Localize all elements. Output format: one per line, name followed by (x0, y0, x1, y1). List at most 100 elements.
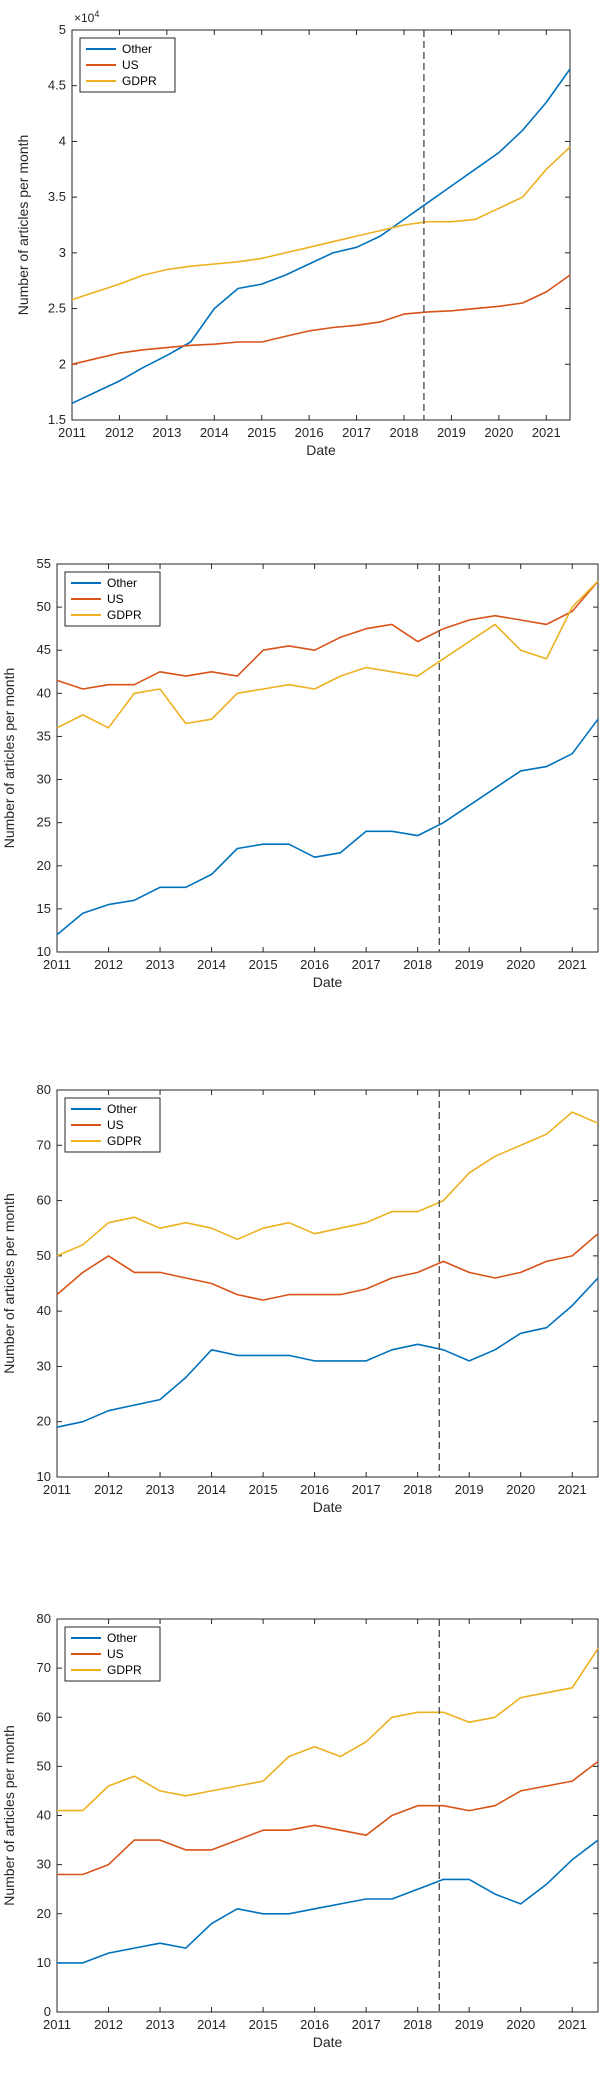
chart-panel-3: 10 20 30 40 50 60 70 80 2011 2012 2013 2014 2015 2016… (0, 1055, 599, 1531)
x-tick-label: 2016 (300, 957, 329, 972)
y-tick-label: 50 (37, 599, 51, 614)
y-tick-label: 40 (37, 1303, 51, 1318)
legend-label: Other (107, 1631, 137, 1645)
x-tick-label: 2012 (94, 957, 123, 972)
legend-label: Other (122, 42, 152, 56)
x-axis-title: Date (306, 442, 336, 458)
x-axis-title: Date (313, 974, 343, 990)
x-axis-title: Date (313, 2034, 343, 2050)
y-tick-label: 60 (37, 1709, 51, 1724)
y-tick-label: 3.5 (48, 189, 66, 204)
y-tick-label: 20 (37, 1906, 51, 1921)
y-tick-label: 40 (37, 1808, 51, 1823)
x-tick-label: 2015 (249, 957, 278, 972)
x-tick-label: 2017 (352, 1482, 381, 1497)
y-tick-label: 10 (37, 944, 51, 959)
series-line-gdpr (71, 146, 571, 301)
series-line-gdpr (57, 1648, 599, 1812)
y-tick-label: 3 (59, 245, 66, 260)
x-tick-label: 2017 (352, 2017, 381, 2032)
legend-label: Other (107, 576, 137, 590)
series-line-other (57, 1839, 599, 1964)
series-line-us (56, 1233, 599, 1301)
y-tick-label: 60 (37, 1193, 51, 1208)
x-tick-label: 2018 (403, 1482, 432, 1497)
x-tick-label: 2016 (300, 1482, 329, 1497)
x-tick-label: 2016 (295, 425, 324, 440)
y-tick-label: 35 (37, 728, 51, 743)
y-tick-label: 30 (37, 1358, 51, 1373)
x-tick-label: 2012 (94, 2017, 123, 2032)
x-tick-label: 2020 (506, 2017, 535, 2032)
x-tick-label: 2019 (455, 2017, 484, 2032)
legend-label: US (122, 58, 139, 72)
y-tick-label: 2.5 (48, 301, 66, 316)
x-tick-label: 2014 (197, 2017, 226, 2032)
y-tick-label: 40 (37, 685, 51, 700)
x-tick-label: 2013 (152, 425, 181, 440)
y-tick-label: 2 (59, 356, 66, 371)
chart-panel-1: 1.5 2 2.5 3 3.5 4 4.5 5 2011 2012 2013 2014 2015 2016… (0, 0, 599, 476)
series-line-gdpr (56, 1111, 599, 1257)
series-line-other (56, 718, 599, 936)
x-tick-label: 2012 (105, 425, 134, 440)
chart-panel-2: 10 15 20 25 30 35 40 45 50 55 2011 2012 2013 2014 2015… (0, 528, 599, 1004)
x-tick-label: 2015 (247, 425, 276, 440)
y-axis-title: Number of articles per month (1, 1193, 17, 1374)
x-tick-label: 2018 (390, 425, 419, 440)
x-tick-label: 2015 (249, 1482, 278, 1497)
x-tick-label: 2011 (43, 1482, 71, 1497)
chart-panel-4: 0 10 20 30 40 50 60 70 80 2011 2012 2013 2014 2015 201… (0, 1583, 599, 2073)
y-axis-title: Number of articles per month (15, 135, 31, 316)
plot-area (71, 29, 571, 421)
chart-4: 0 10 20 30 40 50 60 70 80 2011 2012 2013 2014 2015 201… (1, 1611, 599, 2050)
series-line-us (56, 580, 599, 690)
y-tick-label: 50 (37, 1758, 51, 1773)
y-tick-label: 30 (37, 772, 51, 787)
x-tick-label: 2011 (43, 957, 71, 972)
x-tick-label: 2018 (403, 957, 432, 972)
series-line-other (71, 68, 571, 405)
legend-label: US (107, 1647, 124, 1661)
x-tick-label: 2019 (437, 425, 466, 440)
x-tick-label: 2014 (200, 425, 229, 440)
y-tick-label: 25 (37, 815, 51, 830)
y-exponent-label: ×104 (74, 9, 99, 25)
legend-label: GDPR (107, 608, 142, 622)
series-line-us (71, 274, 571, 366)
plot-area (56, 563, 599, 953)
y-tick-label: 5 (59, 22, 66, 37)
x-tick-label: 2013 (146, 2017, 175, 2032)
y-tick-label: 50 (37, 1248, 51, 1263)
x-tick-label: 2020 (484, 425, 513, 440)
y-tick-label: 0 (44, 2004, 51, 2019)
x-tick-label: 2019 (455, 1482, 484, 1497)
x-tick-label: 2014 (197, 1482, 226, 1497)
y-tick-label: 55 (37, 556, 51, 571)
legend-label: US (107, 592, 124, 606)
x-tick-label: 2015 (249, 2017, 278, 2032)
legend-label: GDPR (107, 1663, 142, 1677)
y-tick-label: 80 (37, 1611, 51, 1626)
x-tick-label: 2011 (58, 425, 86, 440)
legend-label: Other (107, 1102, 137, 1116)
x-tick-label: 2017 (352, 957, 381, 972)
series-line-other (56, 1277, 599, 1428)
x-tick-label: 2021 (558, 957, 587, 972)
y-axis-title: Number of articles per month (1, 1725, 17, 1906)
legend-label: GDPR (107, 1134, 142, 1148)
x-tick-label: 2020 (506, 957, 535, 972)
y-tick-label: 4.5 (48, 78, 66, 93)
y-tick-label: 4 (59, 133, 66, 148)
series-line-gdpr (56, 580, 599, 729)
x-tick-label: 2016 (300, 2017, 329, 2032)
y-tick-label: 1.5 (48, 412, 66, 427)
x-tick-label: 2019 (455, 957, 484, 972)
chart-3: 10 20 30 40 50 60 70 80 2011 2012 2013 2014 2015 2016… (1, 1082, 599, 1515)
chart-2: 10 15 20 25 30 35 40 45 50 55 2011 2012 2013 2014 2015… (1, 556, 599, 990)
y-tick-label: 10 (37, 1955, 51, 1970)
x-tick-label: 2021 (532, 425, 561, 440)
x-tick-label: 2020 (506, 1482, 535, 1497)
x-tick-label: 2021 (558, 2017, 587, 2032)
